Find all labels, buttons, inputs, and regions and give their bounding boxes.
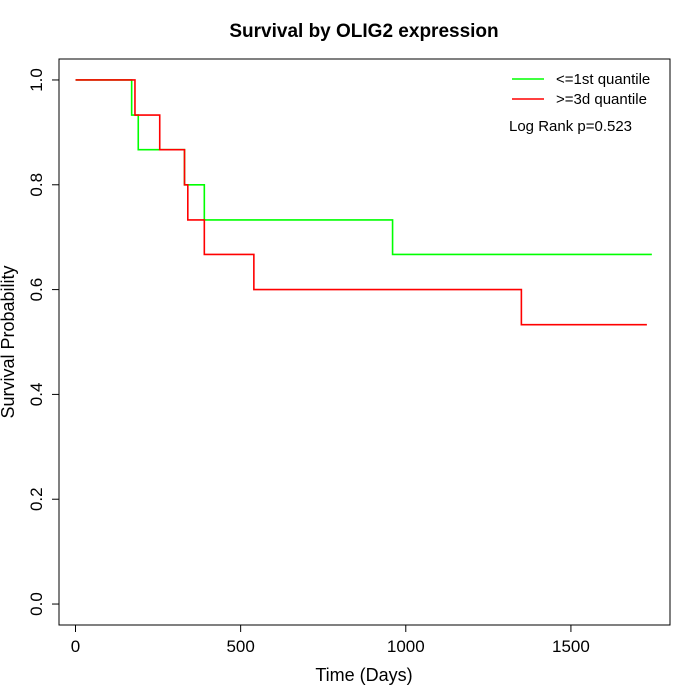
y-axis: 0.0 0.2 0.4 0.6 0.8 1.0 <box>27 68 59 616</box>
log-rank-annotation: Log Rank p=0.523 <box>509 118 632 135</box>
x-tick-label: 1000 <box>387 637 425 656</box>
y-tick-label: 0.0 <box>27 592 46 616</box>
legend: <=1st quantile >=3d quantile <box>512 71 650 108</box>
y-tick-label: 0.8 <box>27 173 46 197</box>
x-tick-label: 1500 <box>552 637 590 656</box>
y-tick-label: 0.6 <box>27 278 46 302</box>
legend-label: >=3d quantile <box>556 91 647 108</box>
chart-title: Survival by OLIG2 expression <box>229 21 498 42</box>
y-axis-label: Survival Probability <box>0 265 18 418</box>
legend-label: <=1st quantile <box>556 71 650 88</box>
y-tick-label: 1.0 <box>27 68 46 92</box>
x-tick-label: 0 <box>71 637 80 656</box>
y-tick-label: 0.2 <box>27 487 46 511</box>
x-axis: 0 500 1000 1500 <box>71 625 590 656</box>
plot-frame <box>58 58 671 626</box>
x-tick-label: 500 <box>226 637 254 656</box>
y-tick-label: 0.4 <box>27 383 46 407</box>
x-axis-label: Time (Days) <box>315 665 412 685</box>
series-line-2 <box>75 79 647 326</box>
series-layer <box>75 79 652 326</box>
